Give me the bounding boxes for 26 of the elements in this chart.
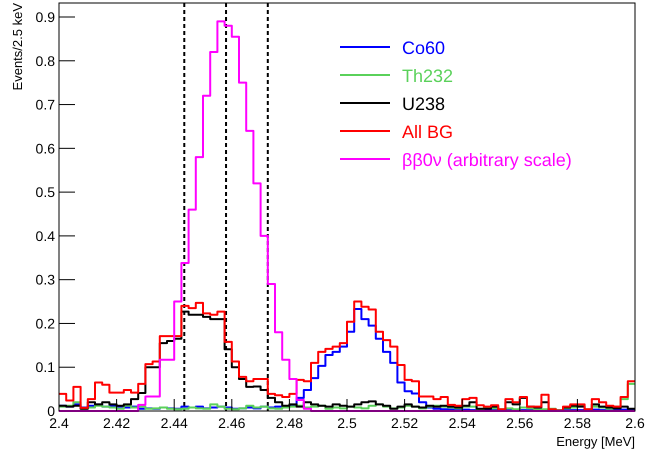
y-tick-label: 0.4 — [36, 228, 56, 244]
x-tick-label: 2.6 — [625, 415, 645, 431]
x-tick-label: 2.54 — [448, 415, 476, 431]
x-tick-label: 2.48 — [276, 415, 304, 431]
x-tick-label: 2.46 — [218, 415, 246, 431]
y-tick-label: 0.2 — [36, 315, 56, 332]
x-tick-label: 2.5 — [337, 415, 357, 431]
y-tick-label: 0.5 — [36, 184, 56, 200]
x-tick-label: 2.52 — [390, 415, 418, 431]
legend-label: All BG — [402, 122, 454, 142]
legend-label: Th232 — [402, 66, 454, 86]
legend-label: ββ0ν (arbitrary scale) — [402, 150, 572, 170]
y-tick-label: 0.9 — [36, 9, 56, 26]
y-tick-label: 0.3 — [36, 272, 56, 288]
y-tick-label: 0.8 — [36, 52, 56, 69]
x-tick-label: 2.44 — [160, 415, 188, 431]
x-tick-label: 2.56 — [506, 415, 534, 431]
legend-label: Co60 — [402, 38, 446, 58]
x-tick-label: 2.58 — [564, 415, 592, 431]
y-tick-label: 0.6 — [36, 140, 56, 156]
y-tick-label: 0.7 — [36, 96, 56, 113]
x-axis-title: Energy [MeV] — [556, 434, 635, 449]
y-tick-label: 0.1 — [36, 359, 56, 376]
y-axis-title: Events/2.5 keV — [10, 2, 25, 90]
x-tick-label: 2.42 — [102, 415, 130, 431]
legend-label: U238 — [402, 94, 446, 114]
